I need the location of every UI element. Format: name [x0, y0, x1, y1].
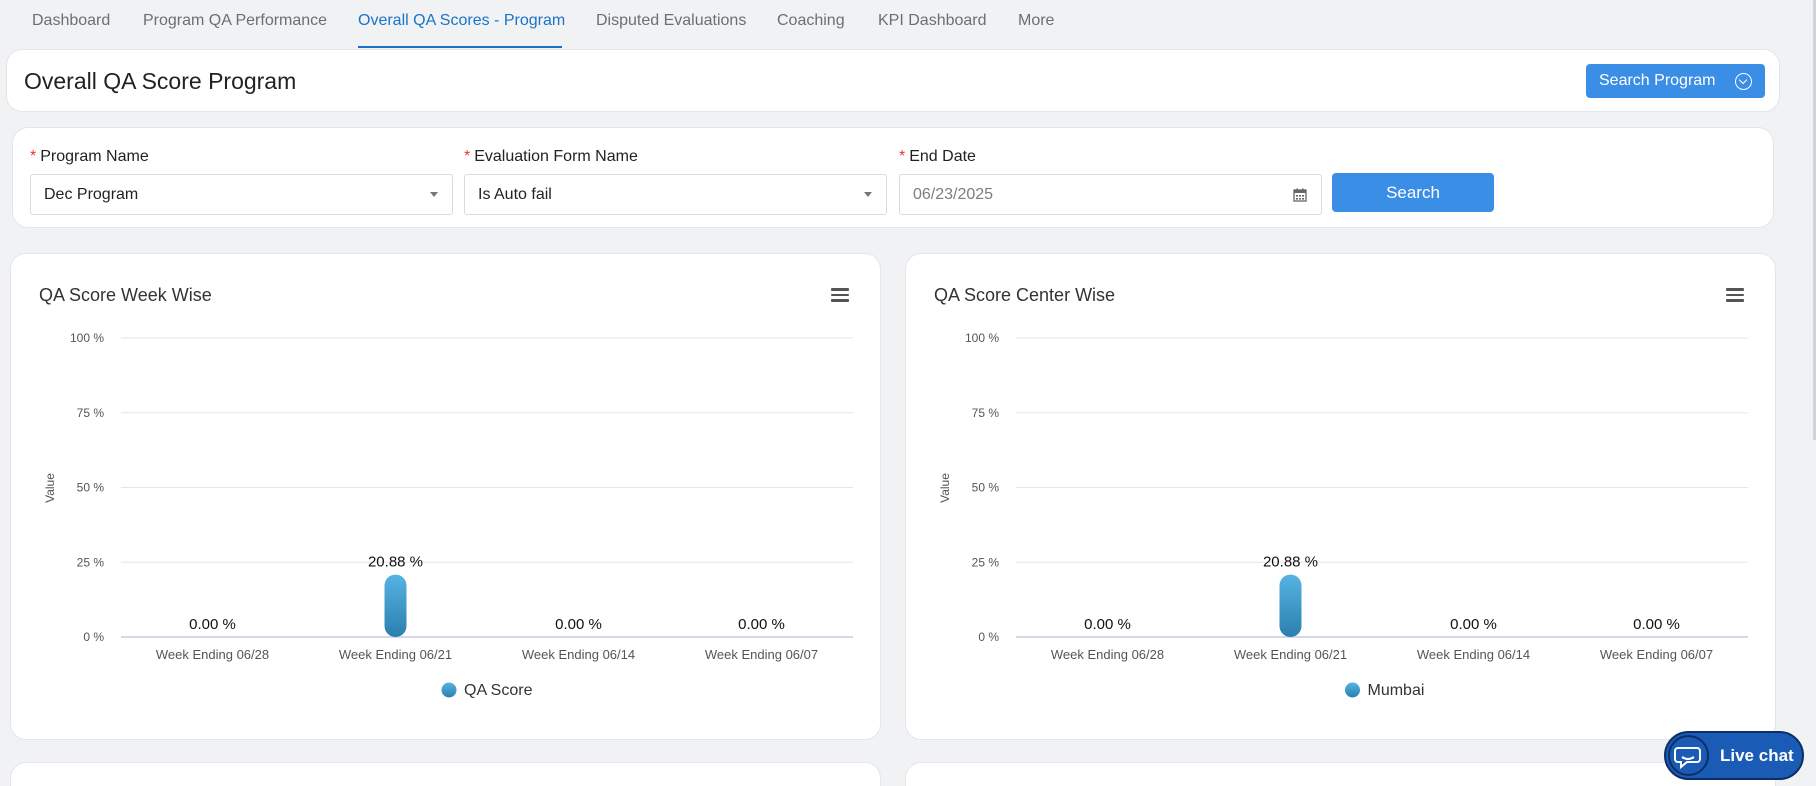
- data-label: 0.00 %: [189, 616, 236, 633]
- legend-label: QA Score: [464, 682, 533, 699]
- data-label: 0.00 %: [1633, 616, 1680, 633]
- y-axis-label: Value: [43, 473, 57, 503]
- x-tick-label: Week Ending 06/21: [1234, 647, 1347, 662]
- page-header: Overall QA Score Program Search Program: [6, 49, 1780, 112]
- page-title: Overall QA Score Program: [24, 68, 297, 94]
- tab-more[interactable]: More: [1018, 12, 1055, 29]
- tab-coaching[interactable]: Coaching: [777, 12, 845, 29]
- search-program-button[interactable]: Search Program: [1586, 64, 1765, 98]
- hamburger-menu-icon[interactable]: [831, 288, 849, 302]
- live-chat-button[interactable]: Live chat: [1664, 731, 1804, 780]
- y-tick-label: 75 %: [77, 406, 105, 420]
- program-name-value: Dec Program: [44, 185, 139, 203]
- program-name-select[interactable]: Dec Program: [30, 174, 453, 215]
- end-date-label: * End Date: [899, 148, 976, 165]
- live-chat-label: Live chat: [1720, 746, 1794, 765]
- filter-panel: * Program Name Dec Program * Evaluation Fo…: [12, 127, 1774, 228]
- bar: [384, 574, 407, 637]
- next-chart-card: [10, 762, 881, 786]
- y-tick-label: 100 %: [70, 331, 104, 345]
- caret-down-icon: [430, 192, 438, 197]
- chart-card-center-wise: QA Score Center Wise 0 % 25 % 50 % 75 % 100 …: [905, 253, 1776, 740]
- data-label: 0.00 %: [738, 616, 785, 633]
- y-tick-label: 75 %: [972, 406, 1000, 420]
- x-tick-label: Week Ending 06/21: [339, 647, 452, 662]
- x-tick-label: Week Ending 06/28: [1051, 647, 1164, 662]
- tab-program-qa-performance[interactable]: Program QA Performance: [143, 12, 328, 29]
- active-tab-indicator: [358, 46, 562, 48]
- data-label: 20.88 %: [368, 554, 423, 571]
- tab-disputed-evaluations[interactable]: Disputed Evaluations: [596, 12, 747, 29]
- data-label: 0.00 %: [1084, 616, 1131, 633]
- required-mark: *: [30, 148, 37, 165]
- scrollbar[interactable]: [1813, 0, 1816, 440]
- next-chart-card: [905, 762, 1776, 786]
- evaluation-form-label: * Evaluation Form Name: [464, 148, 638, 165]
- top-nav: Dashboard Program QA Performance Overall…: [0, 0, 1816, 50]
- x-tick-label: Week Ending 06/14: [1417, 647, 1530, 662]
- y-tick-label: 50 %: [972, 481, 1000, 495]
- calendar-icon[interactable]: [1293, 188, 1307, 202]
- y-axis-label: Value: [938, 473, 952, 503]
- search-button-label: Search: [1386, 182, 1440, 202]
- hamburger-menu-icon[interactable]: [1726, 288, 1744, 302]
- legend-marker: [441, 682, 457, 698]
- y-tick-label: 100 %: [965, 331, 999, 345]
- y-tick-label: 25 %: [77, 555, 105, 569]
- x-tick-label: Week Ending 06/28: [156, 647, 269, 662]
- tab-overall-qa-scores-program[interactable]: Overall QA Scores - Program: [358, 12, 566, 29]
- data-label: 0.00 %: [1450, 616, 1497, 633]
- tab-kpi-dashboard[interactable]: KPI Dashboard: [878, 12, 987, 29]
- end-date-input[interactable]: 06/23/2025: [899, 174, 1322, 215]
- chart-title: QA Score Center Wise: [934, 285, 1116, 305]
- chevron-circle-down-icon: [1735, 73, 1752, 90]
- data-label: 0.00 %: [555, 616, 602, 633]
- required-mark: *: [899, 148, 906, 165]
- x-tick-label: Week Ending 06/07: [705, 647, 818, 662]
- program-name-label: * Program Name: [30, 148, 149, 165]
- bar-chart-week-wise: 0 % 25 % 50 % 75 % 100 % Value 0.00 % Week Endi…: [43, 331, 853, 699]
- search-program-label: Search Program: [1599, 72, 1716, 89]
- evaluation-form-select[interactable]: Is Auto fail: [464, 174, 887, 215]
- end-date-value: 06/23/2025: [913, 185, 994, 203]
- chart-title: QA Score Week Wise: [39, 285, 212, 305]
- bar: [1279, 574, 1302, 637]
- y-tick-label: 50 %: [77, 481, 105, 495]
- y-tick-label: 25 %: [972, 555, 1000, 569]
- caret-down-icon: [864, 192, 872, 197]
- legend-label: Mumbai: [1368, 682, 1425, 699]
- y-tick-label: 0 %: [978, 630, 999, 644]
- search-button[interactable]: Search: [1332, 173, 1494, 212]
- legend-marker: [1345, 682, 1360, 698]
- x-tick-label: Week Ending 06/07: [1600, 647, 1713, 662]
- x-tick-label: Week Ending 06/14: [522, 647, 635, 662]
- data-label: 20.88 %: [1263, 554, 1318, 571]
- evaluation-form-value: Is Auto fail: [478, 185, 552, 203]
- bar-chart-center-wise: 0 % 25 % 50 % 75 % 100 % Value 0.00 % Week Endi…: [938, 331, 1748, 699]
- y-tick-label: 0 %: [83, 630, 104, 644]
- tab-dashboard[interactable]: Dashboard: [32, 12, 111, 29]
- required-mark: *: [464, 148, 471, 165]
- chart-card-week-wise: QA Score Week Wise 0 % 25 % 50 % 75 % 100 % V…: [10, 253, 881, 740]
- chat-bubble-icon: [1668, 735, 1709, 776]
